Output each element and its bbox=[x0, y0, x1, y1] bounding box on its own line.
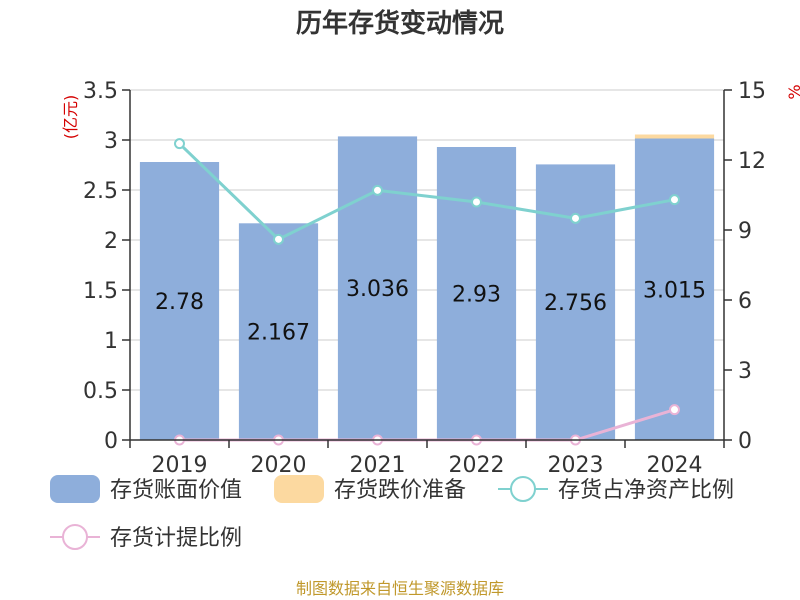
legend-impairment-ratio-swatch-marker bbox=[62, 524, 88, 550]
source-note: 制图数据来自恒生聚源数据库 bbox=[296, 579, 504, 598]
line-point bbox=[669, 194, 680, 206]
legend-inventory-book-value-label: 存货账面价值 bbox=[110, 478, 242, 503]
x-tick-label: 2023 bbox=[548, 453, 604, 478]
line-inventory-to-net-assets bbox=[178, 142, 675, 242]
right-tick-label: 9 bbox=[738, 219, 752, 244]
line-point bbox=[273, 233, 284, 245]
left-axis-unit: (亿元) bbox=[61, 95, 80, 140]
bar-inventory-book-value bbox=[436, 147, 517, 440]
left-tick-label: 3.5 bbox=[83, 79, 118, 104]
line-point bbox=[570, 212, 581, 224]
legend-inventory-book-value-swatch bbox=[50, 475, 100, 503]
legend-impairment-ratio-label: 存货计提比例 bbox=[110, 526, 242, 551]
x-tick-label: 2019 bbox=[152, 453, 208, 478]
bar-inventory-book-value bbox=[139, 162, 220, 440]
bar-inventory-impairment bbox=[634, 134, 715, 139]
left-tick-label: 1.5 bbox=[83, 279, 118, 304]
left-tick-label: 0.5 bbox=[83, 379, 118, 404]
chart-title: 历年存货变动情况 bbox=[296, 8, 504, 39]
left-tick-label: 0 bbox=[104, 429, 118, 454]
bar-data-label: 2.78 bbox=[155, 290, 204, 315]
axes: 0 0.5 1 1.5 2 2.5 3 3.5 0 3 6 9 12 15 2019 2020 2021 2022… bbox=[83, 79, 766, 478]
right-axis-unit: % bbox=[785, 84, 800, 99]
line-point bbox=[669, 404, 680, 416]
line-point bbox=[471, 196, 482, 208]
legend-inventory-impairment-label: 存货跌价准备 bbox=[334, 478, 466, 503]
bar-inventory-book-value bbox=[634, 138, 715, 440]
x-tick-label: 2021 bbox=[350, 453, 406, 478]
bar-inventory-book-value bbox=[238, 223, 319, 440]
right-tick-label: 3 bbox=[738, 359, 752, 384]
left-tick-label: 2 bbox=[104, 229, 118, 254]
bar-data-label: 2.93 bbox=[452, 283, 501, 308]
right-tick-label: 15 bbox=[738, 79, 766, 104]
bars: 2.78 2.167 3.036 2.93 2.756 3.015 bbox=[139, 134, 715, 440]
x-tick-label: 2024 bbox=[647, 453, 703, 478]
bar-data-label: 2.756 bbox=[544, 291, 607, 316]
legend-inventory-to-net-assets-label: 存货占净资产比例 bbox=[558, 478, 734, 503]
bar-inventory-book-value bbox=[535, 164, 616, 440]
legend-inventory-to-net-assets-swatch-marker bbox=[510, 476, 536, 502]
right-tick-label: 6 bbox=[738, 289, 752, 314]
right-tick-label: 0 bbox=[738, 429, 752, 454]
line-point bbox=[372, 184, 383, 196]
left-tick-label: 3 bbox=[104, 129, 118, 154]
left-tick-label: 2.5 bbox=[83, 179, 118, 204]
right-tick-label: 12 bbox=[738, 149, 766, 174]
line-point bbox=[174, 138, 185, 150]
x-tick-label: 2020 bbox=[251, 453, 307, 478]
left-tick-label: 1 bbox=[104, 329, 118, 354]
bar-data-label: 2.167 bbox=[247, 321, 310, 346]
bar-data-label: 3.015 bbox=[643, 278, 706, 303]
legend-inventory-impairment-swatch bbox=[274, 475, 324, 503]
bar-data-label: 3.036 bbox=[346, 277, 409, 302]
x-tick-label: 2022 bbox=[449, 453, 505, 478]
